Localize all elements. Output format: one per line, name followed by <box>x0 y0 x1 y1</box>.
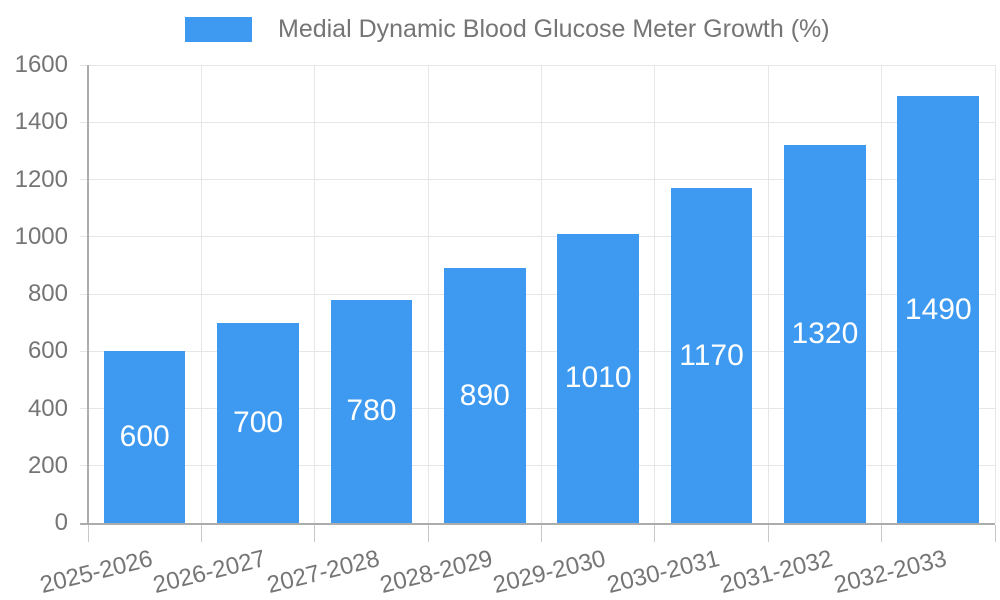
y-tick-label: 1400 <box>14 108 68 136</box>
bar[interactable] <box>670 188 753 523</box>
gridline-h <box>80 179 995 180</box>
gridline-h <box>80 293 995 295</box>
gridline-v <box>314 65 316 523</box>
y-axis-line <box>87 65 89 525</box>
bar-value-label: 1490 <box>904 292 972 326</box>
bar-value-label: 1010 <box>564 361 632 395</box>
x-tick-label: 2027-2028 <box>264 545 382 599</box>
gridline-h <box>80 408 995 409</box>
axis-tick <box>654 525 656 542</box>
y-tick-label: 1200 <box>14 165 68 193</box>
y-tick-label: 1600 <box>14 51 68 78</box>
y-tick-label: 400 <box>27 394 68 422</box>
legend-label: Medial Dynamic Blood Glucose Meter Growt… <box>278 15 830 43</box>
y-tick-label: 200 <box>27 451 68 479</box>
bar-value-label: 780 <box>346 394 397 428</box>
axis-tick <box>767 525 769 542</box>
axis-tick <box>994 525 996 542</box>
bar[interactable] <box>103 351 186 523</box>
gridline-h <box>80 64 995 66</box>
y-tick-label: 0 <box>54 509 68 536</box>
bar-value-label: 1170 <box>679 338 744 372</box>
x-axis-line <box>80 523 995 525</box>
gridline-h <box>80 236 995 238</box>
gridline-h <box>80 465 995 467</box>
gridline-h <box>80 121 995 123</box>
bar[interactable] <box>784 145 866 523</box>
gridline-v <box>767 65 769 523</box>
y-tick-label: 1000 <box>14 222 68 250</box>
bar[interactable] <box>330 299 413 523</box>
bar-value-label: 890 <box>459 378 510 412</box>
bar-value-label: 600 <box>119 420 170 454</box>
bar[interactable] <box>443 268 526 523</box>
axis-tick <box>87 525 89 542</box>
gridline-v <box>200 65 202 523</box>
gridline-v <box>881 65 883 523</box>
bar[interactable] <box>897 96 980 523</box>
legend: Medial Dynamic Blood Glucose Meter Growt… <box>185 15 830 43</box>
x-tick-label: 2030-2031 <box>604 545 723 599</box>
axis-tick <box>427 525 429 542</box>
bar-value-label: 700 <box>233 405 284 439</box>
gridline-v <box>654 65 656 523</box>
x-tick-label: 2031-2032 <box>717 545 836 599</box>
y-tick-label: 600 <box>27 337 68 365</box>
gridline-v <box>541 65 542 523</box>
gridline-v <box>427 65 429 523</box>
axis-tick <box>314 525 316 542</box>
y-tick-label: 800 <box>27 280 68 307</box>
bar-value-label: 1320 <box>791 317 859 351</box>
x-tick-label: 2029-2030 <box>490 545 609 599</box>
x-tick-label: 2025-2026 <box>37 545 156 599</box>
x-tick-label: 2028-2029 <box>377 545 496 599</box>
axis-tick <box>200 525 202 542</box>
axis-tick <box>881 525 883 542</box>
legend-item[interactable]: Medial Dynamic Blood Glucose Meter Growt… <box>185 15 830 43</box>
x-tick-label: 2032-2033 <box>830 545 949 599</box>
x-tick-label: 2026-2027 <box>150 545 269 599</box>
bar[interactable] <box>557 233 639 523</box>
gridline-h <box>80 350 995 352</box>
legend-swatch <box>185 16 252 42</box>
axis-tick <box>541 525 542 542</box>
bar[interactable] <box>217 322 299 523</box>
gridline-v <box>994 65 996 523</box>
